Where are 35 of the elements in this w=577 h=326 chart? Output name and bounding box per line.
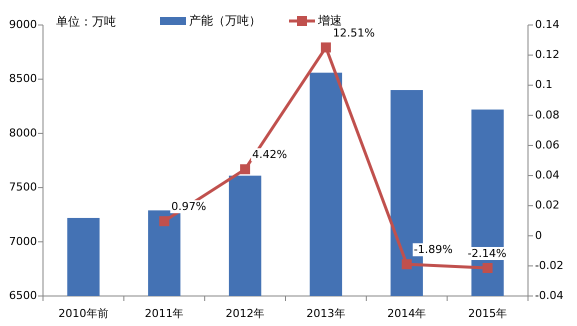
y2-tick-label: -0.02 (535, 258, 564, 272)
point (402, 259, 412, 270)
y2-tick-label: 0.12 (535, 48, 560, 62)
y2-tick-label: 0.1 (535, 78, 552, 92)
point (159, 216, 170, 226)
y2-tick-label: 0.14 (535, 18, 560, 32)
point (320, 42, 331, 52)
data-label: -2.14% (468, 246, 507, 260)
data-label: 0.97% (171, 200, 206, 214)
data-label: -1.89% (414, 243, 453, 256)
y2-tick-label: 0 (535, 228, 542, 242)
y-tick-label: 7500 (9, 180, 37, 194)
y-tick-label: 7000 (9, 234, 37, 248)
data-label: 4.42% (252, 148, 288, 162)
x-tick-label: 2012年 (226, 307, 265, 320)
y2-tick-label: 0.06 (535, 138, 560, 152)
y-tick-label: 8000 (9, 126, 37, 140)
y2-tick-label: 0.04 (535, 168, 560, 182)
point (482, 262, 493, 273)
y2-tick-label: 0.08 (535, 108, 560, 122)
legend-label: 产能（万吨） (189, 13, 261, 28)
x-tick-label: 2014年 (387, 307, 426, 320)
y-tick-label: 6500 (9, 289, 37, 302)
y-tick-label: 9000 (9, 18, 37, 32)
y2-tick-label: 0.02 (535, 198, 560, 212)
point (240, 164, 250, 174)
x-tick-label: 2013年 (306, 307, 346, 320)
data-label: 12.51% (332, 26, 375, 40)
x-tick-label: 2010年前 (58, 307, 108, 320)
y-tick-label: 8500 (9, 72, 37, 86)
legend-label: 增速 (317, 13, 342, 28)
x-tick-label: 2011年 (144, 307, 184, 320)
y2-tick-label: -0.04 (535, 289, 564, 302)
annotation: 单位：万吨 (56, 14, 116, 28)
x-tick-label: 2015年 (468, 307, 508, 320)
